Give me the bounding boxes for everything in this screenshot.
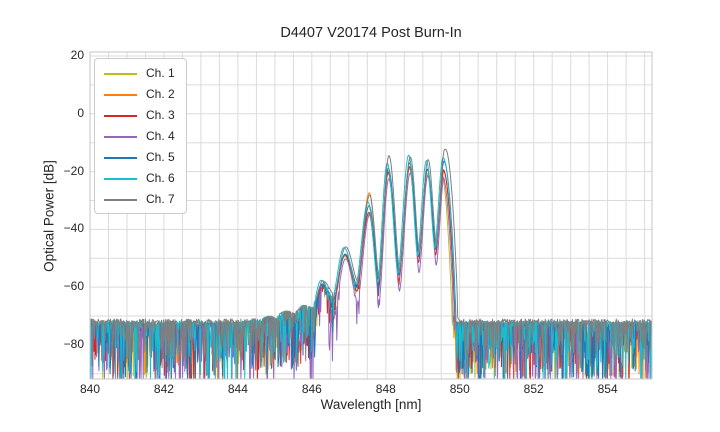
legend-line-sample (104, 156, 137, 159)
y-tick--40: −40 (63, 221, 84, 236)
legend-item-6: Ch. 6 (104, 168, 186, 189)
y-tick--20: −20 (63, 163, 84, 178)
series-group (90, 148, 652, 379)
y-tick-0: 0 (77, 105, 84, 120)
legend-label: Ch. 4 (146, 129, 175, 143)
legend-line-sample (104, 72, 137, 75)
x-tick-848: 848 (375, 382, 396, 396)
legend-item-3: Ch. 3 (104, 105, 186, 126)
x-tick-850: 850 (449, 382, 470, 396)
legend-label: Ch. 5 (146, 150, 175, 164)
legend-item-1: Ch. 1 (104, 63, 186, 84)
legend-item-2: Ch. 2 (104, 84, 186, 105)
legend-label: Ch. 3 (146, 108, 175, 122)
y-tick-20: 20 (70, 48, 84, 63)
legend-line-sample (104, 135, 137, 138)
legend-item-4: Ch. 4 (104, 126, 186, 147)
chart-title: D4407 V20174 Post Burn-In (280, 25, 462, 41)
legend-line-sample (104, 93, 137, 96)
x-tick-844: 844 (227, 382, 248, 396)
legend-line-sample (104, 114, 137, 117)
legend-label: Ch. 2 (146, 87, 175, 101)
legend: Ch. 1 Ch. 2 Ch. 3 Ch. 4 Ch. 5 Ch. 6 Ch. 7 (94, 58, 187, 214)
axes-frame (89, 51, 653, 380)
legend-label: Ch. 1 (146, 66, 175, 80)
x-tick-842: 842 (153, 382, 174, 396)
x-tick-840: 840 (79, 382, 101, 396)
legend-label: Ch. 7 (146, 192, 175, 206)
legend-line-sample (104, 177, 137, 180)
x-axis-label: Wavelength [nm] (320, 397, 422, 412)
y-tick--60: −60 (63, 279, 84, 294)
x-tick-846: 846 (301, 382, 322, 396)
legend-item-7: Ch. 7 (104, 189, 186, 210)
x-tick-854: 854 (597, 382, 618, 396)
x-tick-852: 852 (523, 382, 544, 396)
series-ch-7 (90, 148, 652, 379)
legend-item-5: Ch. 5 (104, 147, 186, 168)
legend-line-sample (104, 198, 137, 201)
legend-label: Ch. 6 (146, 171, 175, 185)
y-tick--80: −80 (63, 336, 84, 351)
